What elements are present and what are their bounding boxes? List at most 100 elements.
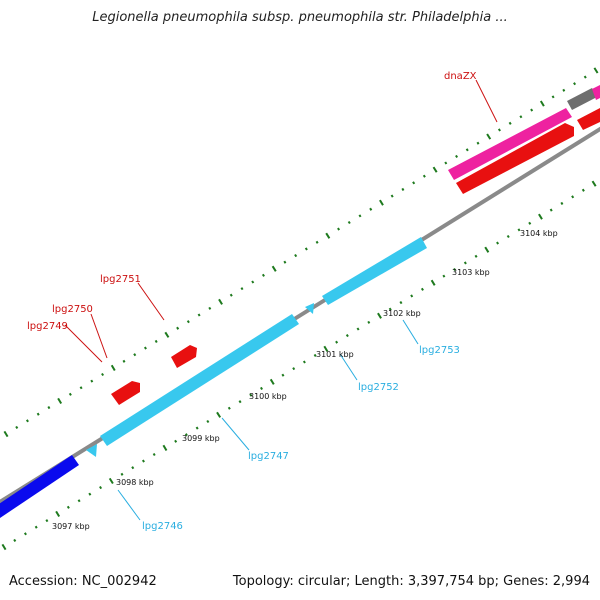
label-lpg2746[interactable]: lpg2746: [142, 521, 183, 532]
lower-track-tick: [227, 406, 231, 410]
gene-blue[interactable]: [0, 455, 79, 520]
upper-track-tick: [562, 88, 566, 92]
lower-track-tick: [538, 213, 543, 220]
lower-track-tick: [388, 307, 392, 311]
lower-track-tick: [377, 312, 382, 319]
upper-track-tick: [294, 253, 298, 258]
gene-lpg2751[interactable]: [171, 345, 197, 368]
upper-track-tick: [164, 331, 170, 338]
lower-track-tick: [581, 188, 585, 192]
lower-track-tick: [249, 393, 253, 397]
gene-magenta[interactable]: [448, 108, 572, 180]
lower-track-tick: [399, 300, 403, 305]
gene-red-right[interactable]: [577, 108, 600, 130]
upper-track-tick: [122, 359, 126, 363]
upper-track-tick: [358, 214, 362, 218]
lower-track-tick: [302, 360, 306, 364]
upper-track-tick: [337, 227, 341, 231]
gene-name-labels: dnaZX lpg2751 lpg2750 lpg2749 lpg2753 lp…: [27, 71, 477, 532]
gene-features: [0, 85, 600, 520]
leader-lpg2747: [221, 417, 250, 451]
label-dnaZX[interactable]: dnaZX: [444, 71, 477, 82]
lower-track-tick: [484, 246, 490, 253]
lower-track-tick: [517, 228, 521, 232]
lower-track-tick: [313, 353, 317, 357]
lower-track-tick: [66, 505, 70, 509]
lower-track-tick: [323, 345, 329, 352]
upper-track-tick: [379, 199, 384, 206]
upper-track-tick: [551, 95, 555, 99]
label-lpg2753[interactable]: lpg2753: [419, 345, 460, 356]
lower-track-tick: [420, 287, 424, 291]
upper-track-tick: [519, 115, 523, 119]
lower-track-tick: [45, 519, 49, 523]
upper-track-tick: [208, 306, 212, 310]
upper-track-tick: [261, 273, 265, 277]
gene-lpg2753[interactable]: [322, 237, 427, 305]
upper-track-tick: [229, 293, 233, 297]
lower-track-tick: [442, 274, 446, 278]
lower-track-tick: [356, 327, 360, 331]
label-lpg2751[interactable]: lpg2751: [100, 274, 141, 285]
gene-lpg2752[interactable]: [305, 303, 314, 314]
label-lpg2749[interactable]: lpg2749: [27, 321, 68, 332]
upper-track-tick: [271, 265, 277, 272]
label-lpg2747[interactable]: lpg2747: [248, 451, 289, 462]
gene-lpg2746[interactable]: [86, 444, 97, 457]
upper-track-tick: [68, 392, 72, 396]
lower-track-tick: [141, 459, 145, 463]
leader-lpg2750: [90, 313, 108, 359]
upper-track-tick: [476, 141, 480, 145]
upper-track-tick: [101, 372, 105, 377]
upper-track-tick: [583, 75, 587, 79]
leader-lpg2751: [137, 282, 165, 321]
label-leader-lines: [64, 79, 498, 521]
leader-lpg2753: [402, 319, 419, 345]
label-lpg2752[interactable]: lpg2752: [358, 382, 399, 393]
lower-track-tick: [195, 426, 199, 430]
lower-track-tick: [1, 543, 7, 551]
gene-lpg2747[interactable]: [100, 314, 299, 446]
gene-gray[interactable]: [567, 88, 597, 110]
upper-track-tick: [90, 379, 94, 383]
upper-track-tick: [186, 320, 190, 324]
lower-track-tick: [34, 525, 38, 529]
leader-lpg2746: [117, 489, 141, 521]
kbp-tick-labels: 3097 kbp 3098 kbp 3099 kbp 3100 kbp 3101…: [52, 229, 558, 531]
upper-track-tick: [530, 108, 534, 112]
lower-track-tick: [206, 419, 210, 424]
lower-track-tick: [131, 466, 135, 470]
lower-track-tick: [335, 340, 339, 344]
lower-track-tick: [216, 411, 222, 418]
upper-track-tick: [57, 397, 63, 405]
lower-track-tick: [506, 234, 510, 239]
footer-accession: Accession: NC_002942: [9, 574, 157, 589]
upper-track-tick: [390, 194, 394, 198]
tick-label-3101: 3101 kbp: [316, 350, 354, 359]
upper-track-tick: [422, 174, 426, 178]
upper-track-tick: [15, 425, 19, 429]
label-lpg2750[interactable]: lpg2750: [52, 304, 93, 315]
upper-track-tick: [218, 298, 223, 305]
upper-track-tick: [79, 386, 83, 390]
upper-track-tick: [304, 247, 308, 251]
chromosome-backbone: [0, 126, 600, 505]
upper-track-tick: [455, 154, 459, 158]
upper-track-tick: [508, 121, 512, 125]
gene-dnaZX[interactable]: [456, 123, 574, 194]
lower-track-tick: [496, 241, 500, 245]
gene-magenta-right[interactable]: [592, 85, 600, 100]
upper-dotted-track: [3, 67, 599, 438]
lower-track-tick: [174, 439, 178, 443]
lower-track-tick: [152, 452, 156, 457]
lower-track-tick: [55, 510, 61, 518]
gene-lpg2749[interactable]: [111, 381, 140, 405]
leader-dnaZX: [475, 79, 498, 123]
upper-track-tick: [369, 207, 373, 211]
upper-track-tick: [347, 220, 351, 225]
upper-track-tick: [47, 406, 51, 410]
upper-track-tick: [325, 232, 331, 239]
tick-label-3103: 3103 kbp: [452, 268, 490, 277]
map-title: Legionella pneumophila subsp. pneumophil…: [92, 10, 508, 25]
